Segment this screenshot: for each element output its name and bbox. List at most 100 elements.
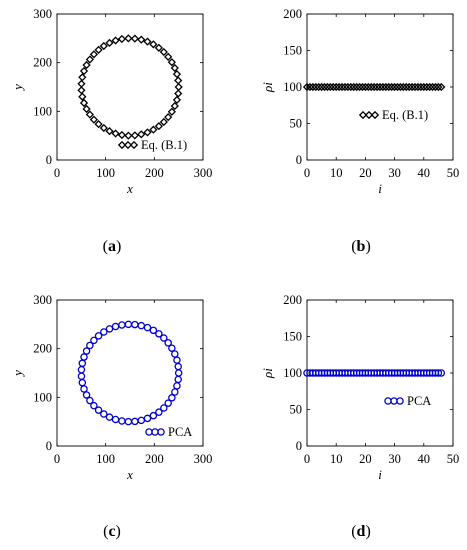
- y-tick-label: 50: [290, 403, 303, 417]
- x-axis-label: x: [126, 181, 133, 196]
- data-point: [89, 115, 99, 124]
- x-tick-label: 0: [304, 166, 310, 180]
- legend-marker: [396, 397, 404, 405]
- data-point: [100, 410, 108, 418]
- data-point: [159, 117, 168, 127]
- data-point: [155, 330, 163, 338]
- legend-marker: [151, 428, 159, 436]
- data-point: [431, 82, 440, 92]
- x-axis-label: x: [126, 467, 133, 482]
- series-a: [77, 34, 183, 140]
- data-point: [408, 82, 417, 92]
- data-point: [171, 350, 179, 358]
- legend-marker: [157, 428, 165, 436]
- data-point: [311, 82, 320, 92]
- x-tick-label: 50: [447, 166, 460, 180]
- data-point: [302, 82, 312, 92]
- data-point: [323, 82, 332, 92]
- data-point: [77, 86, 86, 95]
- data-point: [375, 82, 385, 92]
- legend: PCA: [384, 394, 431, 408]
- data-point: [78, 378, 87, 387]
- y-tick-label: 50: [290, 117, 303, 131]
- data-point: [378, 82, 388, 92]
- plot-frame: [56, 13, 204, 161]
- data-point: [90, 336, 98, 345]
- data-point: [131, 320, 139, 329]
- data-point: [105, 127, 114, 136]
- data-point: [79, 66, 89, 76]
- panel-caption: (c): [103, 523, 121, 540]
- data-point: [137, 35, 146, 44]
- x-tick-label: 30: [388, 452, 401, 466]
- data-point: [149, 40, 158, 49]
- data-point: [170, 101, 179, 111]
- y-tick-label: 200: [283, 293, 302, 307]
- x-axis-label: i: [378, 181, 382, 196]
- legend-marker: [145, 428, 153, 436]
- data-point: [160, 404, 168, 412]
- data-point: [131, 417, 139, 426]
- chart-panel-a: 0 100 200 300 0 100 200 300 x y Eq. (B.1) (a): [10, 7, 212, 255]
- x-tick-label: 0: [54, 452, 60, 466]
- data-point: [143, 37, 152, 46]
- data-point: [149, 411, 158, 420]
- chart-panel-b: 0 10 20 30 40 50 0 50 100 150 200 i ρi Eq. (B.1) (b): [260, 7, 459, 255]
- data-point: [352, 82, 361, 92]
- data-point: [434, 82, 443, 92]
- data-point: [329, 82, 338, 92]
- data-point: [308, 82, 317, 92]
- data-point: [100, 328, 108, 336]
- data-point: [173, 356, 181, 364]
- series-d: [303, 369, 446, 377]
- y-tick-label: 150: [283, 330, 302, 344]
- data-point: [167, 58, 176, 67]
- chart-panel-c: 0 100 200 300 0 100 200 300 x y PCA (c): [10, 293, 212, 540]
- x-tick-label: 20: [359, 452, 372, 466]
- data-point: [77, 372, 86, 381]
- y-tick-label: 0: [296, 439, 302, 453]
- data-point: [82, 104, 91, 114]
- panel-caption: (b): [351, 238, 371, 255]
- data-point: [154, 122, 163, 131]
- legend-marker: [364, 110, 374, 120]
- x-axis-label: i: [378, 467, 382, 482]
- x-tick-label: 30: [388, 166, 401, 180]
- data-point: [164, 52, 173, 61]
- data-point: [172, 70, 182, 79]
- data-point: [164, 339, 172, 347]
- x-tick-label: 200: [145, 166, 164, 180]
- data-point: [77, 365, 86, 374]
- data-point: [111, 322, 120, 331]
- data-point: [143, 323, 152, 332]
- data-point: [85, 110, 94, 119]
- data-point: [419, 82, 428, 92]
- data-point: [111, 415, 120, 424]
- x-tick-label: 20: [359, 166, 372, 180]
- chart-panel-d: 0 10 20 30 40 50 0 50 100 150 200 i ρi PCA (d): [260, 293, 459, 540]
- data-point: [143, 414, 152, 423]
- data-point: [416, 82, 425, 92]
- data-point: [428, 82, 437, 92]
- data-point: [118, 417, 126, 425]
- data-point: [78, 92, 87, 101]
- data-point: [434, 369, 443, 377]
- data-point: [94, 332, 103, 340]
- data-point: [149, 125, 158, 134]
- data-point: [77, 79, 86, 88]
- legend-marker: [358, 110, 368, 120]
- data-point: [381, 82, 390, 92]
- data-point: [370, 82, 379, 92]
- legend-label: PCA: [168, 425, 192, 439]
- data-point: [390, 82, 399, 92]
- data-point: [335, 82, 344, 92]
- x-tick-label: 40: [418, 166, 431, 180]
- y-axis-label: ρi: [260, 82, 275, 93]
- y-tick-label: 200: [283, 7, 302, 21]
- data-point: [387, 82, 396, 92]
- data-point: [174, 369, 183, 377]
- legend-marker: [123, 140, 133, 150]
- data-point: [355, 82, 364, 92]
- series-b: [302, 82, 446, 92]
